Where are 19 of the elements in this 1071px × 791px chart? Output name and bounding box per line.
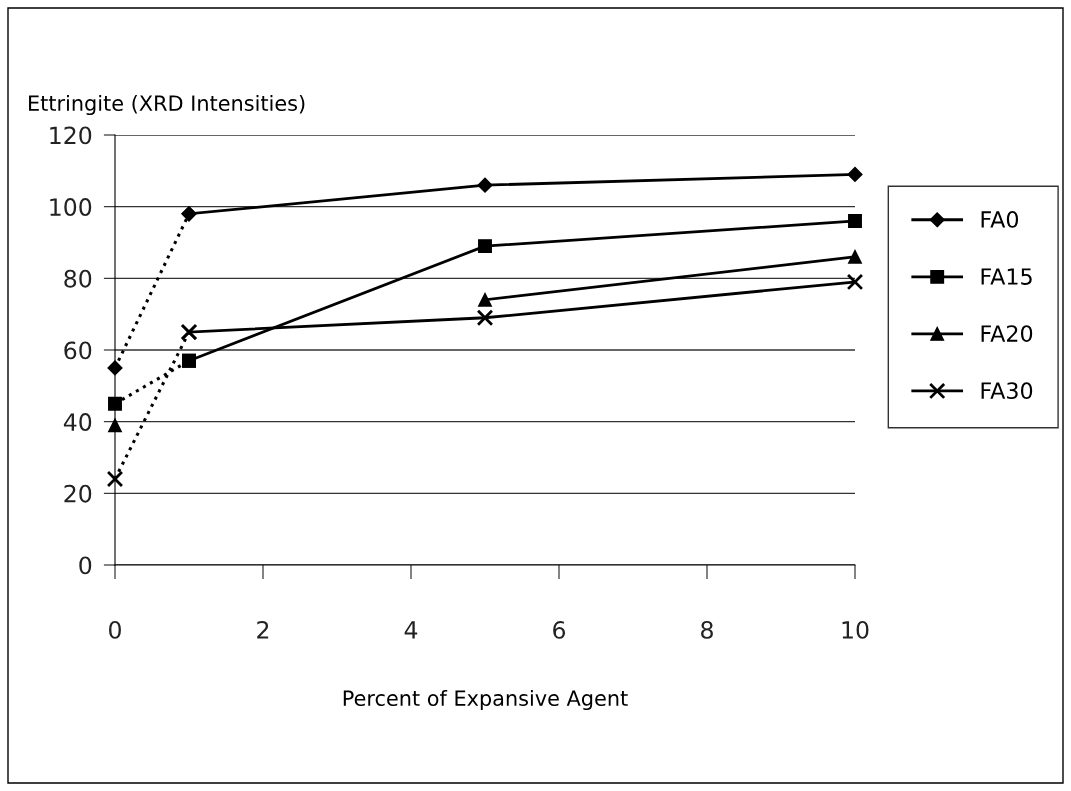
x-tick-label: 4 — [404, 621, 418, 639]
y-tick-label: 80 — [64, 269, 92, 288]
x-axis-title: Percent of Expansive Agent — [343, 689, 628, 711]
y-axis-title: Ettringite (XRD Intensities) — [29, 94, 305, 116]
y-tick-label: 60 — [64, 341, 92, 360]
y-tick-label: 40 — [63, 413, 92, 431]
x-tick-label: 0 — [109, 620, 121, 639]
legend-label: FA20 — [981, 325, 1033, 342]
x-tick-label: 8 — [701, 620, 713, 639]
legend-label: FA30 — [981, 382, 1033, 400]
y-tick-label: 20 — [64, 484, 92, 503]
legend-label: FA0 — [981, 211, 1019, 228]
y-tick-label: 100 — [50, 198, 92, 216]
x-tick-label: 2 — [257, 620, 269, 639]
y-tick-label: 120 — [50, 126, 92, 145]
y-tick-label: 0 — [79, 556, 92, 575]
x-tick-label: 6 — [553, 620, 566, 639]
legend-label: FA15 — [981, 268, 1032, 285]
x-tick-label: 10 — [842, 620, 869, 639]
